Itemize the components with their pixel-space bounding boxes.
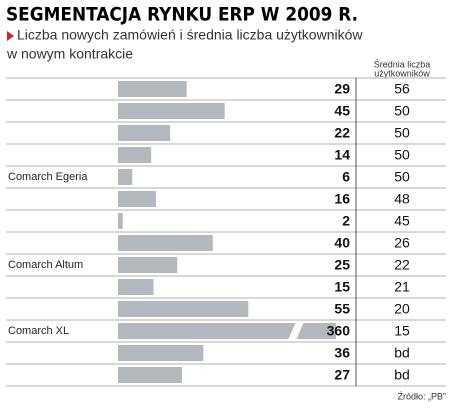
bar [118,169,133,185]
value-label: 29 [334,81,350,97]
users-value: 45 [394,213,410,229]
value-label: 16 [334,191,350,207]
category-label: Comarch XL [8,325,69,337]
chart-title: SEGMENTACJA RYNKU ERP W 2009 R. [6,4,358,26]
value-label: 22 [334,125,350,141]
bar [118,367,182,383]
bar [118,235,213,251]
users-value: 26 [394,235,410,251]
users-value: 22 [394,257,410,273]
subtitle: w nowym kontrakcie [6,46,133,62]
value-label: 25 [334,257,350,273]
users-value: 50 [394,169,410,185]
users-value: 15 [394,323,410,339]
users-value: 48 [394,191,410,207]
bar [118,81,187,97]
users-value: bd [394,367,410,383]
users-value: 56 [394,81,410,97]
users-value: 20 [394,301,410,317]
bar [118,103,225,119]
users-value: 50 [394,103,410,119]
bar [118,301,249,317]
value-label: 27 [334,367,350,383]
value-label: 36 [334,345,350,361]
bar [118,191,156,207]
column-header: użytkowników [374,68,430,78]
subtitle-marker [7,31,14,41]
axis-break [288,322,304,340]
column-header: Średnia liczba [374,58,431,69]
bar [118,257,178,273]
value-label: 45 [334,103,350,119]
category-label: Comarch Altum [8,259,83,271]
value-label: 55 [334,301,350,317]
bar [118,125,171,141]
value-label: 6 [342,169,350,185]
subtitle: Liczba nowych zamówień i średnia liczba … [17,27,363,43]
value-label: 40 [334,235,350,251]
users-value: 21 [394,279,410,295]
value-label: 360 [327,323,351,339]
source: Źródło: „PB” [397,391,446,401]
bar [118,279,154,295]
bar [118,147,152,163]
bar [118,345,204,361]
category-label: Comarch Egeria [8,171,88,183]
users-value: bd [394,345,410,361]
users-value: 50 [394,147,410,163]
value-label: 14 [334,147,350,163]
bar [118,323,336,339]
value-label: 2 [342,213,350,229]
value-label: 15 [334,279,350,295]
users-value: 50 [394,125,410,141]
bar [118,213,123,229]
